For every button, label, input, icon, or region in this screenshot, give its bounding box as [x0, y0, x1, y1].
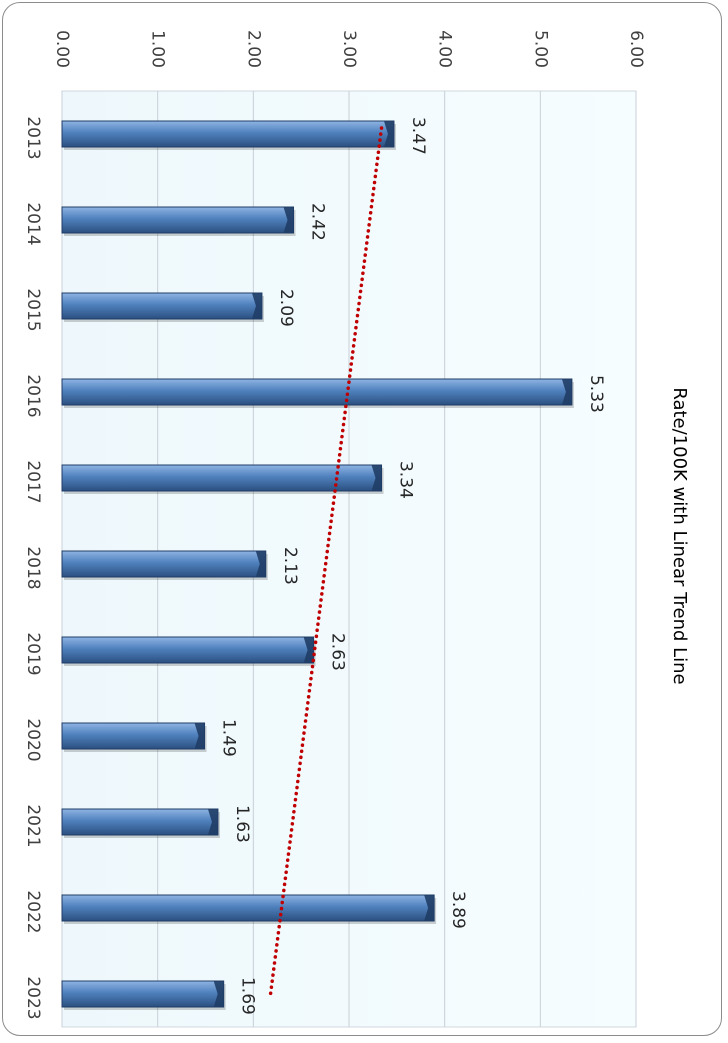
bar	[61, 636, 316, 666]
bar	[61, 378, 574, 408]
data-label: 2.09	[276, 289, 296, 327]
chart-title: Rate/100K with Linear Trend Line	[669, 387, 690, 684]
data-label: 5.33	[586, 375, 606, 413]
bar-cap	[424, 895, 435, 921]
bar-body	[61, 464, 383, 492]
data-label: 3.34	[396, 461, 416, 499]
bar-body	[61, 636, 315, 664]
bar-cap	[251, 293, 262, 319]
bar	[61, 980, 226, 1010]
category-tick-label: 2021	[23, 804, 43, 847]
value-tick-label: 0.00	[52, 30, 72, 68]
data-label: 2.63	[328, 633, 348, 671]
category-tick-label: 2016	[23, 374, 43, 417]
category-tick-label: 2019	[23, 632, 43, 675]
value-tick-label: 3.00	[339, 30, 359, 68]
bar-body	[61, 206, 295, 234]
bar-cap	[283, 207, 294, 233]
rate-chart: 3.47 2.42 2.09 5.33 3.34 2.13 2.63 1.49 1.63 3.89…	[23, 30, 690, 1028]
bar-cap	[383, 121, 394, 147]
value-tick-label: 6.00	[626, 30, 646, 68]
data-label: 1.49	[219, 719, 239, 757]
value-tick-label: 5.00	[530, 30, 550, 68]
data-label: 3.89	[448, 891, 468, 929]
bar-body	[61, 722, 206, 750]
category-tick-label: 2015	[23, 288, 43, 331]
value-tick-label: 4.00	[435, 30, 455, 68]
bar	[61, 206, 296, 236]
bar-cap	[213, 981, 224, 1007]
bar-cap	[255, 551, 266, 577]
bar	[61, 464, 384, 494]
bar	[61, 550, 268, 580]
bar	[61, 894, 437, 924]
bar-cap	[303, 637, 314, 663]
value-tick-label: 2.00	[243, 30, 263, 68]
category-tick-label: 2017	[23, 460, 43, 503]
trend-line	[268, 126, 384, 996]
bar-cap	[561, 379, 572, 405]
bar-cap	[194, 723, 205, 749]
category-tick-label: 2018	[23, 546, 43, 589]
bar	[61, 808, 220, 838]
bar-body	[61, 808, 219, 836]
bar-body	[61, 120, 395, 148]
data-label: 2.13	[280, 547, 300, 585]
category-tick-label: 2022	[23, 890, 43, 933]
bar-cap	[371, 465, 382, 491]
value-tick-label: 1.00	[148, 30, 168, 68]
bar-body	[61, 378, 573, 406]
bar-body	[61, 550, 267, 578]
bar-body	[61, 980, 225, 1008]
data-label: 3.47	[408, 117, 428, 155]
data-label: 1.69	[238, 977, 258, 1015]
category-tick-label: 2014	[23, 202, 43, 245]
bar-body	[61, 292, 263, 320]
bar	[61, 292, 264, 322]
category-tick-label: 2013	[23, 116, 43, 159]
category-tick-label: 2020	[23, 718, 43, 761]
bar	[61, 120, 396, 150]
bar-body	[61, 894, 435, 922]
bar	[61, 722, 207, 752]
bar-cap	[207, 809, 218, 835]
data-label: 1.63	[232, 805, 252, 843]
data-label: 2.42	[308, 203, 328, 241]
category-tick-label: 2023	[23, 976, 43, 1019]
